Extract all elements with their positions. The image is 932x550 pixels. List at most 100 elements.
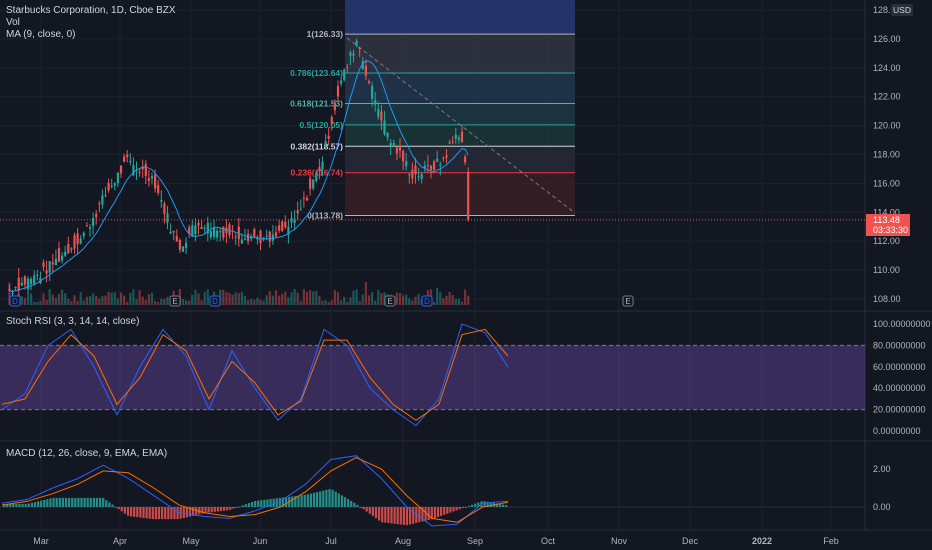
candle-body-52 xyxy=(169,231,172,234)
candle-body-130 xyxy=(411,169,414,179)
macd-hist-bar xyxy=(467,505,471,507)
candle-body-56 xyxy=(181,246,185,252)
macd-hist-bar xyxy=(452,507,455,512)
macd-hist-bar xyxy=(471,504,474,507)
event-marker-4 xyxy=(421,295,433,307)
candle-body-127 xyxy=(402,150,405,162)
macd-hist-bar xyxy=(294,496,297,507)
candle-body-142 xyxy=(448,142,451,144)
price-pane[interactable]: 1(126.33) 0.786(123.64) 0.618(121.53) 0.5(1… xyxy=(0,0,865,307)
volume-bar-50 xyxy=(163,298,166,305)
fib-extension-zone xyxy=(345,0,575,35)
macd-hist-bar xyxy=(343,497,347,507)
macd-hist-bar xyxy=(24,503,27,507)
candle-body-78 xyxy=(250,237,253,239)
stoch-legend: Stoch RSI (3, 3, 14, 14, close) xyxy=(6,316,139,328)
macd-hist-bar xyxy=(424,507,427,521)
macd-hist-bar xyxy=(319,491,322,507)
macd-hist-bar xyxy=(204,507,207,513)
macd-hist-bar xyxy=(229,507,232,510)
candle-body-114 xyxy=(361,61,364,69)
stoch-rsi-pane[interactable] xyxy=(0,323,865,427)
candle-body-141 xyxy=(445,155,448,158)
macd-hist-bar xyxy=(238,506,241,508)
macd-label[interactable]: MACD (12, 26, close, 9, EMA, EMA) xyxy=(6,448,168,459)
symbol-title[interactable]: Starbucks Corporation, 1D, Cboe BZX xyxy=(6,5,176,16)
candle-body-8 xyxy=(33,275,36,285)
fib-trend-line xyxy=(346,37,576,214)
volume-bar-18 xyxy=(64,293,67,305)
candle-body-10 xyxy=(39,277,42,284)
macd-hist-bar xyxy=(49,498,52,507)
volume-bar-119 xyxy=(377,289,380,305)
event-marker-3 xyxy=(384,295,396,307)
event-marker-0 xyxy=(9,295,21,307)
macd-hist-bar xyxy=(272,498,275,507)
stoch-rsi-label[interactable]: Stoch RSI (3, 3, 14, 14, close) xyxy=(6,316,140,327)
volume-bar-115 xyxy=(364,282,368,305)
fib-level-label-6: 0(113.78) xyxy=(307,210,343,220)
candle-body-128 xyxy=(405,161,408,167)
candle-body-66 xyxy=(212,226,216,237)
volume-bar-12 xyxy=(45,299,48,305)
macd-hist-bar xyxy=(489,502,492,507)
event-marker-2 xyxy=(209,295,221,307)
macd-hist-bar xyxy=(334,491,337,507)
candle-body-68 xyxy=(219,230,222,233)
macd-hist-bar xyxy=(61,497,64,507)
volume-bar-73 xyxy=(234,292,237,305)
volume-bar-138 xyxy=(436,287,439,305)
volume-bar-59 xyxy=(191,294,194,305)
volume-bar-104 xyxy=(330,300,333,305)
volume-bar-83 xyxy=(265,295,268,305)
volume-bar-141 xyxy=(445,295,448,305)
macd-tick-1: 0.00 xyxy=(873,502,891,512)
candle-body-7 xyxy=(30,278,33,285)
time-tick-2: May xyxy=(182,536,200,546)
macd-hist-bar xyxy=(393,507,396,524)
candle-body-100 xyxy=(318,167,321,172)
event-marker-label-0: D xyxy=(12,297,18,306)
volume-bar-114 xyxy=(361,294,364,305)
candle-body-124 xyxy=(392,142,395,146)
ma-label[interactable]: MA (9, close, 0) xyxy=(6,29,76,40)
candle-body-138 xyxy=(436,158,439,162)
volume-bar-82 xyxy=(262,300,265,305)
macd-hist-bar xyxy=(430,507,433,520)
stoch-tick-3: 40.00000000 xyxy=(873,383,926,393)
candle-body-71 xyxy=(228,224,231,235)
macd-hist-bar xyxy=(449,507,452,513)
candle-body-132 xyxy=(417,176,420,178)
candle-body-105 xyxy=(333,102,337,111)
volume-label[interactable]: Vol xyxy=(6,17,20,28)
macd-hist-bar xyxy=(142,507,145,518)
macd-hist-bar xyxy=(309,493,312,507)
macd-hist-bar xyxy=(421,507,424,522)
macd-hist-bar xyxy=(123,507,126,514)
candle-body-27 xyxy=(92,218,95,226)
volume-bar-77 xyxy=(247,300,250,305)
candle-body-58 xyxy=(188,227,191,234)
macd-hist-bar xyxy=(80,497,83,507)
candle-body-129 xyxy=(408,174,411,176)
candle-body-57 xyxy=(185,242,188,248)
volume-bar-27 xyxy=(92,293,95,305)
price-tick-7: 114.00 xyxy=(873,207,900,217)
macd-pane[interactable] xyxy=(0,455,865,527)
candle-body-51 xyxy=(166,213,169,223)
candle-body-75 xyxy=(240,239,244,244)
macd-hist-bar xyxy=(269,499,272,507)
candle-body-79 xyxy=(253,229,256,237)
macd-hist-bar xyxy=(235,507,238,508)
macd-hist-bar xyxy=(210,507,213,513)
volume-bar-145 xyxy=(457,298,461,305)
volume-bar-79 xyxy=(253,299,256,305)
macd-hist-bar xyxy=(86,497,89,507)
candle-body-106 xyxy=(336,85,340,97)
macd-hist-bar xyxy=(356,504,359,507)
volume-bar-57 xyxy=(185,300,188,305)
candle-body-47 xyxy=(154,174,157,189)
volume-bar-81 xyxy=(259,299,262,305)
candle-body-20 xyxy=(70,248,73,250)
candle-body-80 xyxy=(256,237,259,240)
